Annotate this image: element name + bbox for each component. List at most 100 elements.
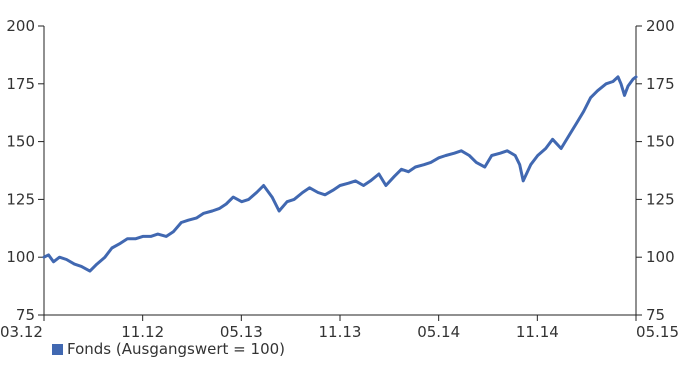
- y-tick-label-right: 150: [646, 133, 675, 151]
- data-point: [522, 179, 525, 183]
- data-point: [218, 207, 221, 210]
- y-tick-label-right: 100: [646, 248, 675, 266]
- data-point: [240, 200, 243, 203]
- data-point: [582, 110, 585, 113]
- data-point: [292, 198, 296, 201]
- data-point: [536, 154, 539, 157]
- legend-label: Fonds (Ausgangswert = 100): [67, 340, 286, 358]
- legend: Fonds (Ausgangswert = 100): [52, 340, 285, 358]
- line-chart: 75 75 100 100 125 125 150 150 175 175 200 200 03.12 1…: [0, 17, 679, 340]
- data-point: [453, 152, 456, 155]
- data-point: [506, 149, 509, 152]
- data-point: [65, 258, 68, 261]
- data-point: [414, 165, 417, 169]
- data-point: [626, 84, 630, 88]
- x-tick-label: 05.13: [220, 323, 263, 340]
- data-point: [362, 184, 365, 187]
- data-point: [323, 193, 327, 196]
- data-point: [165, 235, 168, 238]
- series-line-fonds: [42, 75, 638, 273]
- data-point: [119, 242, 122, 245]
- y-tick-label-left: 200: [6, 17, 35, 35]
- data-point: [301, 191, 304, 194]
- data-point: [444, 154, 447, 157]
- data-point: [126, 237, 129, 240]
- data-point: [225, 202, 228, 206]
- data-point: [460, 149, 463, 152]
- data-point: [529, 163, 532, 166]
- data-point: [634, 75, 638, 79]
- series-points: [42, 75, 638, 273]
- data-point: [180, 221, 183, 224]
- y-tick-label-right: 75: [646, 306, 665, 324]
- data-point: [270, 195, 274, 199]
- data-point: [58, 256, 61, 259]
- data-point: [400, 168, 403, 171]
- data-point: [187, 219, 190, 222]
- data-point: [559, 147, 563, 150]
- data-point: [369, 179, 372, 183]
- data-point: [95, 262, 99, 266]
- data-point: [407, 170, 410, 173]
- y-tick-label-right: 200: [646, 17, 675, 35]
- data-point: [149, 235, 152, 238]
- data-point: [232, 195, 235, 199]
- data-point: [596, 89, 599, 92]
- data-point: [277, 209, 281, 213]
- data-point: [437, 156, 440, 159]
- data-point: [156, 232, 159, 236]
- data-point: [73, 262, 76, 266]
- y-tick-label-left: 175: [6, 75, 35, 93]
- x-tick-label: 05.14: [417, 323, 460, 340]
- data-point: [331, 189, 335, 192]
- data-point: [308, 186, 311, 189]
- data-point: [475, 161, 478, 164]
- data-point: [575, 121, 578, 125]
- data-point: [514, 154, 517, 157]
- data-point: [211, 209, 214, 213]
- data-point: [616, 75, 620, 79]
- y-tick-label-left: 150: [6, 133, 35, 151]
- data-point: [604, 82, 608, 86]
- data-point: [52, 260, 55, 263]
- data-point: [316, 191, 320, 194]
- data-point: [623, 94, 626, 97]
- data-point: [377, 172, 381, 176]
- y-tick-label-right: 175: [646, 75, 675, 93]
- data-point: [88, 269, 92, 273]
- data-point: [490, 154, 493, 157]
- data-point: [544, 147, 547, 150]
- data-point: [338, 184, 342, 187]
- x-tick-label: 05.15: [636, 323, 679, 340]
- data-point: [619, 82, 623, 86]
- data-point: [202, 212, 205, 215]
- data-point: [551, 138, 554, 141]
- y-tick-label-left: 125: [6, 190, 35, 208]
- data-point: [247, 198, 250, 201]
- data-point: [499, 152, 502, 155]
- data-point: [134, 237, 137, 240]
- data-point: [589, 96, 592, 99]
- data-point: [422, 163, 426, 166]
- data-point: [42, 256, 46, 259]
- data-point: [195, 216, 198, 220]
- axes: 75 75 100 100 125 125 150 150 175 175 200 200 03.12 1…: [0, 17, 679, 340]
- y-tick-label-right: 125: [646, 190, 675, 208]
- data-point: [483, 165, 486, 169]
- data-point: [468, 154, 471, 157]
- data-point: [110, 246, 114, 250]
- legend-swatch: [52, 343, 63, 355]
- y-tick-label-left: 100: [6, 248, 35, 266]
- data-point: [393, 175, 396, 178]
- x-tick-label: 11.12: [121, 323, 164, 340]
- y-tick-label-left: 75: [16, 306, 35, 324]
- data-point: [80, 265, 83, 268]
- data-point: [611, 80, 615, 83]
- data-point: [354, 179, 357, 183]
- x-tick-label: 11.14: [516, 323, 559, 340]
- data-point: [172, 230, 175, 233]
- data-point: [141, 235, 144, 238]
- data-point: [285, 200, 289, 203]
- data-point: [262, 184, 265, 187]
- data-point: [103, 256, 107, 259]
